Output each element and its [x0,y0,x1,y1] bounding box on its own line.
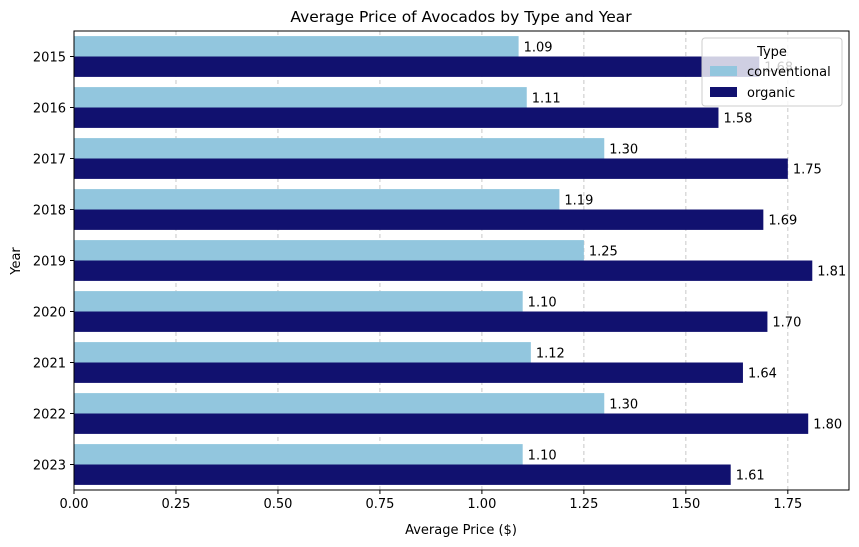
y-tick-label: 2017 [33,153,66,168]
data-labels: 1.091.681.111.581.301.751.191.691.251.81… [524,40,847,483]
data-label-organic-2020: 1.70 [772,316,801,331]
data-label-conventional-2023: 1.10 [528,448,557,463]
data-label-conventional-2020: 1.10 [528,295,557,310]
legend-title: Type [756,45,787,60]
y-axis: 2015 2016 2017 2018 2019 2020 2021 2022 2023 [33,51,74,474]
x-axis: 0.00 0.25 0.50 0.75 1.00 1.25 1.50 1.75 [60,490,802,512]
x-tick-label: 0.50 [263,497,292,512]
y-tick-label: 2015 [33,51,66,66]
bar-conventional-2015 [74,36,519,57]
y-tick-label: 2020 [33,306,66,321]
data-label-conventional-2015: 1.09 [524,40,553,55]
data-label-organic-2017: 1.75 [793,163,822,178]
bar-conventional-2023 [74,444,523,465]
x-tick-label: 0.00 [60,497,89,512]
bar-conventional-2016 [74,87,527,108]
bar-conventional-2020 [74,291,523,312]
bar-organic-2020 [74,311,768,332]
y-tick-label: 2022 [33,408,66,423]
legend-swatch-conventional [710,66,737,76]
bar-organic-2018 [74,209,764,230]
bar-organic-2023 [74,464,731,485]
legend-label-conventional: conventional [747,65,831,80]
x-tick-label: 0.75 [365,497,394,512]
bar-conventional-2022 [74,393,605,414]
y-axis-label: Year [9,247,24,276]
data-label-conventional-2018: 1.19 [564,193,593,208]
y-tick-label: 2018 [33,204,66,219]
bar-organic-2019 [74,260,813,281]
bar-organic-2022 [74,413,809,434]
legend-swatch-organic [710,87,737,97]
legend: Type conventional organic [701,37,843,107]
y-tick-label: 2016 [33,102,66,117]
bar-organic-2021 [74,362,743,383]
data-label-organic-2022: 1.80 [813,418,842,433]
x-tick-label: 1.00 [467,497,496,512]
data-label-conventional-2017: 1.30 [609,142,638,157]
x-axis-label: Average Price ($) [405,523,517,538]
y-tick-label: 2023 [33,459,66,474]
x-tick-label: 0.25 [161,497,190,512]
bar-conventional-2018 [74,189,560,210]
bar-organic-2015 [74,56,760,77]
bar-organic-2016 [74,107,719,128]
y-tick-label: 2019 [33,255,66,270]
bar-organic-2017 [74,158,788,179]
data-label-organic-2018: 1.69 [768,214,797,229]
bar-conventional-2017 [74,138,605,159]
data-label-organic-2021: 1.64 [748,367,777,382]
legend-label-organic: organic [747,86,795,101]
data-label-conventional-2022: 1.30 [609,397,638,412]
bars [74,36,813,485]
data-label-conventional-2019: 1.25 [589,244,618,259]
bar-conventional-2021 [74,342,531,363]
x-tick-label: 1.25 [569,497,598,512]
bar-conventional-2019 [74,240,584,261]
x-tick-label: 1.50 [671,497,700,512]
data-label-organic-2019: 1.81 [817,265,846,280]
data-label-conventional-2021: 1.12 [536,346,565,361]
x-tick-label: 1.75 [773,497,802,512]
y-tick-label: 2021 [33,357,66,372]
data-label-organic-2023: 1.61 [736,469,765,484]
chart-title: Average Price of Avocados by Type and Ye… [290,8,632,26]
data-label-organic-2016: 1.58 [723,112,752,127]
data-label-conventional-2016: 1.11 [532,91,561,106]
